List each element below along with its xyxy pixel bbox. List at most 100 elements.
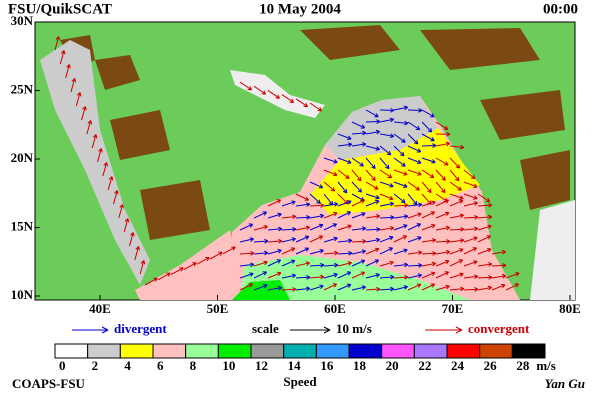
wind-arrow (102, 162, 109, 177)
wind-arrow (379, 193, 394, 201)
wind-arrow (253, 224, 268, 231)
wind-arrow (337, 224, 352, 231)
wind-arrow (351, 212, 366, 219)
colorbar-swatch (381, 343, 415, 359)
wind-arrow (309, 262, 325, 268)
wind-arrow (379, 107, 395, 113)
wind-arrow (139, 260, 146, 275)
colorbar-tick: 10 (222, 358, 235, 373)
wind-arrow (267, 259, 282, 267)
wind-arrow (421, 238, 437, 243)
wind-arrow (435, 284, 450, 291)
wind-arrow (239, 283, 254, 291)
wind-arrow (463, 247, 478, 255)
wind-arrow (449, 238, 465, 243)
wind-arrow (70, 78, 77, 93)
colorbar-tick: 22 (418, 358, 431, 373)
wind-arrow (351, 239, 367, 244)
colorbar-tick: 20 (386, 358, 399, 373)
wind-arrow (337, 271, 352, 279)
wind-arrow (477, 235, 492, 243)
wind-arrow (421, 251, 437, 256)
wind-arrow (107, 176, 114, 191)
wind-arrow (421, 169, 435, 179)
wind-arrow (463, 226, 479, 232)
colorbar-swatch (446, 343, 481, 359)
wind-arrow (239, 250, 255, 256)
wind-arrow (253, 238, 269, 244)
wind-arrow (365, 109, 379, 118)
wind-arrow (337, 181, 348, 194)
wind-arrow (477, 275, 493, 280)
wind-arrow (379, 215, 395, 220)
sea-gray (325, 96, 438, 160)
wind-arrow (337, 261, 352, 267)
wind-vectors (54, 36, 520, 292)
wind-arrow (281, 247, 296, 255)
wind-arrow (449, 272, 464, 279)
wind-arrow (491, 283, 506, 291)
wind-arrow (267, 271, 282, 279)
wind-arrow (449, 181, 462, 191)
wind-arrow (281, 273, 297, 279)
wind-arrow (393, 193, 406, 204)
wind-arrow (393, 169, 408, 176)
colorbar-tick: 24 (451, 358, 465, 373)
wind-arrow (86, 120, 93, 135)
wind-arrow (323, 169, 338, 177)
wind-arrow (379, 169, 393, 179)
wind-arrow (323, 236, 338, 243)
colorbar-tick: 0 (59, 358, 66, 373)
lon-label: 70E (442, 301, 464, 316)
wind-arrow (463, 181, 478, 189)
wind-arrow (435, 131, 451, 137)
wind-arrow (323, 157, 338, 164)
wind-arrow (435, 259, 450, 267)
sea-green (240, 255, 470, 300)
wind-arrow (295, 225, 311, 231)
wind-arrow (59, 50, 66, 65)
wind-arrow (463, 287, 479, 292)
lon-label: 40E (89, 301, 111, 316)
wind-arrow (170, 267, 184, 276)
wind-arrow (267, 285, 283, 291)
wind-arrow (407, 273, 423, 279)
wind-arrow (351, 169, 362, 182)
wind-arrow (421, 261, 437, 267)
wind-arrow (449, 157, 461, 169)
wind-arrow (281, 94, 295, 104)
wind-arrow (491, 263, 507, 268)
wind-arrow (281, 200, 296, 207)
wind-arrow (337, 142, 353, 147)
wind-arrow (449, 144, 465, 150)
wind-arrow (407, 223, 422, 231)
sea-bright (232, 280, 290, 300)
colorbar-tick: 28 (516, 358, 530, 373)
wind-arrow (421, 181, 432, 194)
wind-arrow (365, 119, 381, 125)
red-sea (40, 40, 150, 285)
wind-arrow (281, 237, 296, 243)
legend-scale: scale (252, 321, 279, 336)
wind-arrow (351, 285, 366, 291)
wind-arrow (365, 237, 381, 243)
colorbar-swatch (185, 343, 219, 359)
wind-arrow (351, 157, 364, 167)
wind-arrow (351, 199, 366, 207)
wind-arrow (295, 193, 309, 201)
lat-label: 10N (11, 287, 34, 302)
wind-arrow (379, 133, 395, 139)
wind-arrow (407, 202, 423, 208)
wind-arrow (253, 271, 268, 279)
wind-arrow (435, 199, 450, 207)
wind-arrow (365, 273, 380, 279)
wind-arrow (477, 214, 493, 220)
wind-arrow (267, 238, 283, 244)
wind-arrow (393, 285, 408, 291)
wind-arrow (365, 145, 380, 151)
wind-arrow (281, 259, 296, 267)
wind-arrow (477, 262, 493, 267)
wind-arrow (379, 235, 394, 243)
wind-arrow (309, 248, 324, 255)
